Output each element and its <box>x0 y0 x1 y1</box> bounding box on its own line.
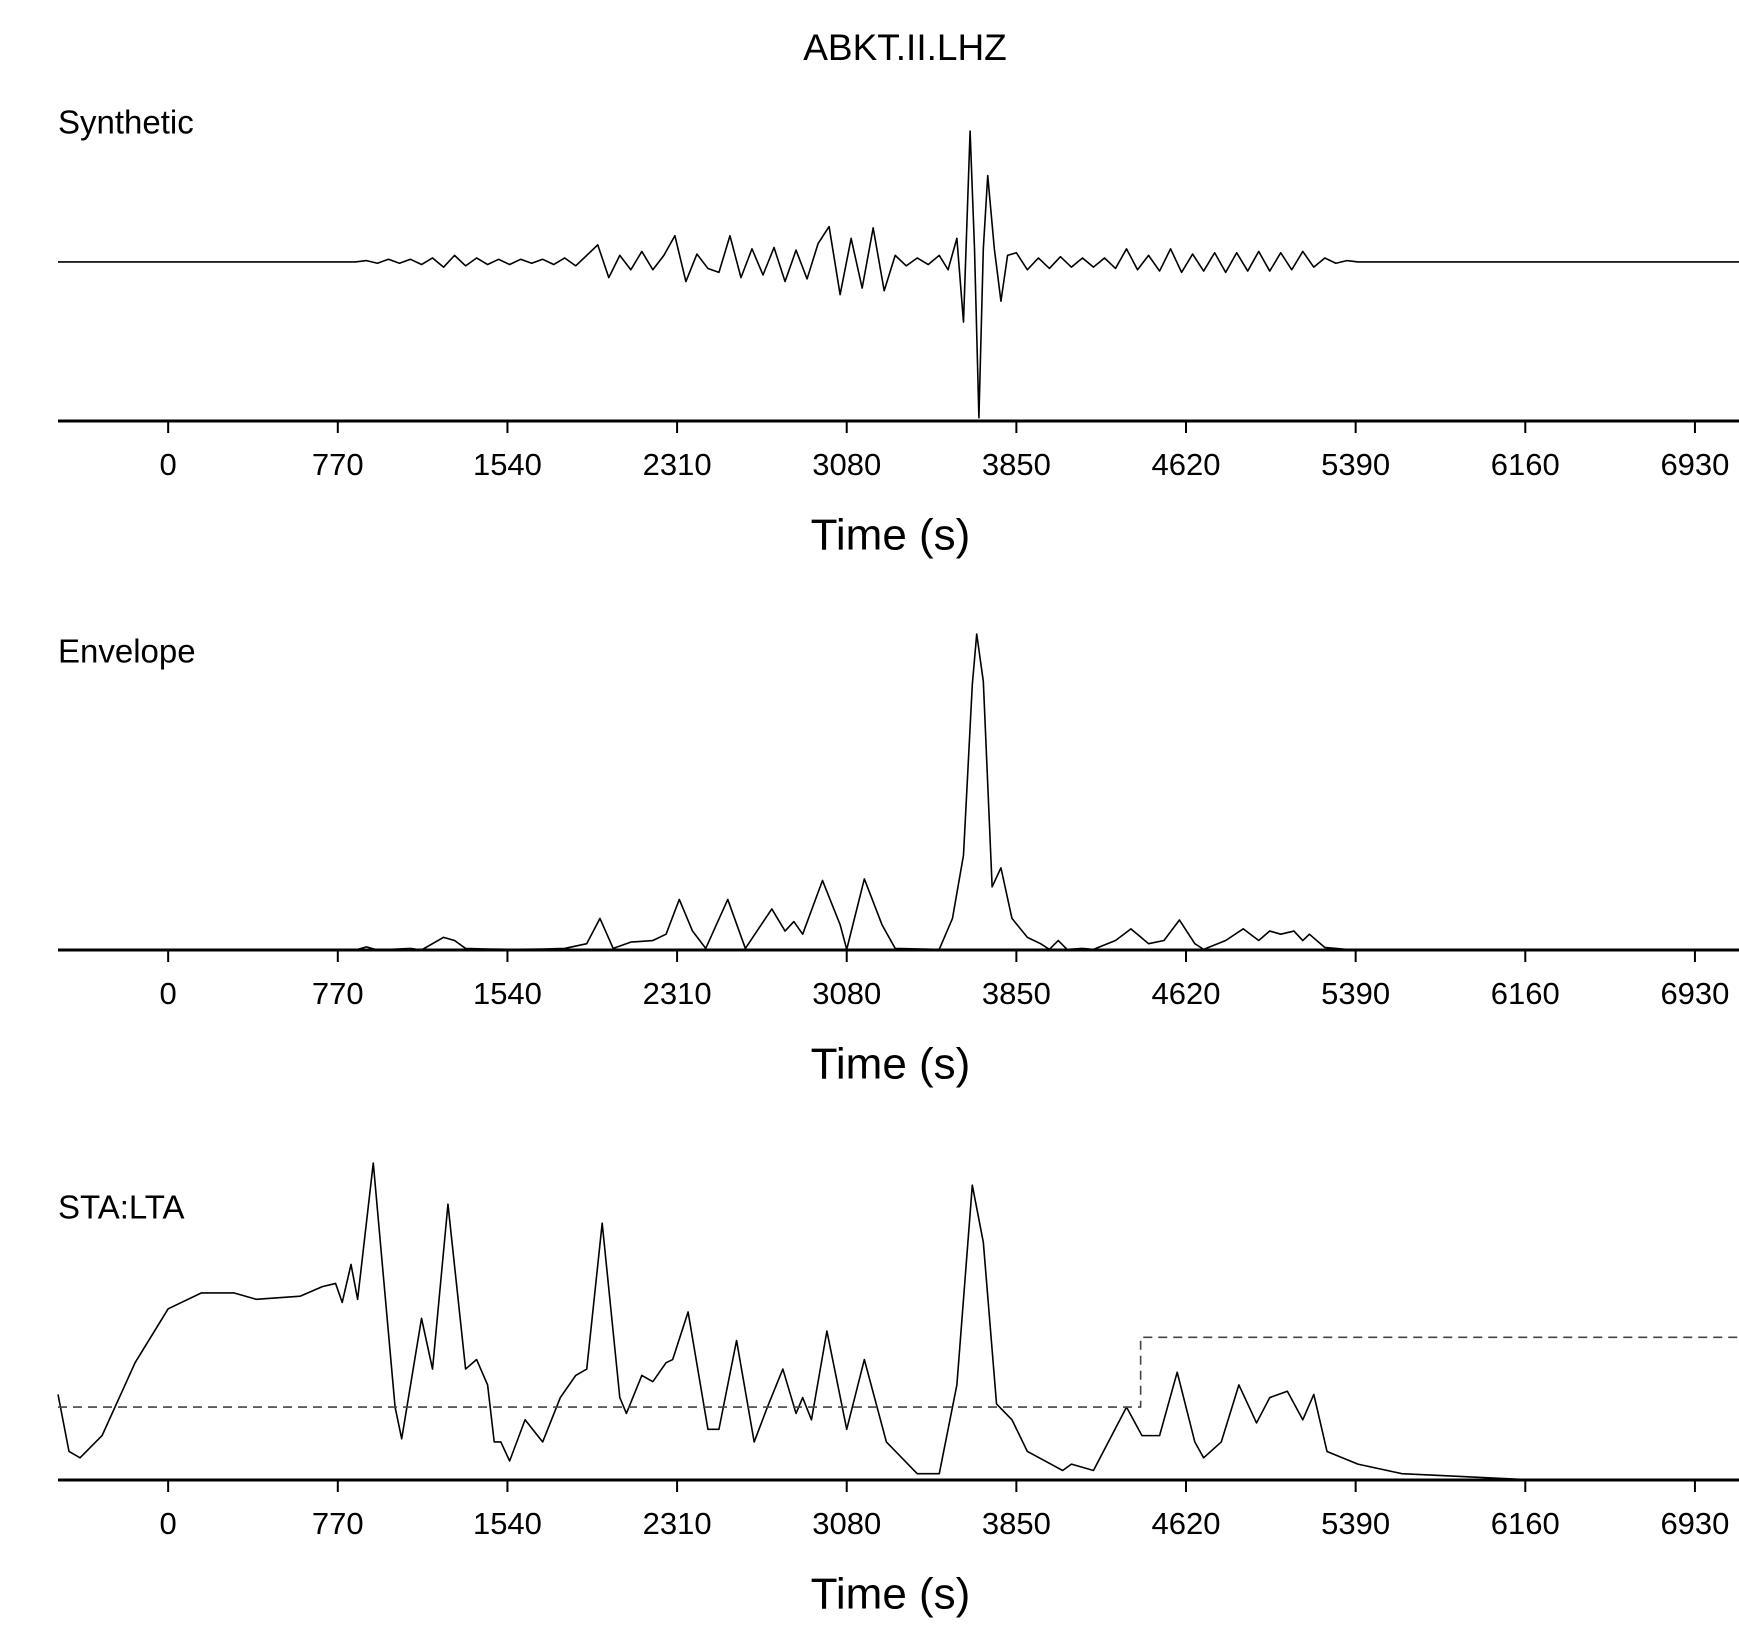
x-tick-label: 3850 <box>982 1506 1051 1541</box>
x-tick-label: 6160 <box>1491 1506 1560 1541</box>
x-tick-label: 2310 <box>643 447 712 482</box>
x-tick-label: 6160 <box>1491 447 1560 482</box>
x-axis-label: Time (s) <box>811 1040 971 1089</box>
x-tick-label: 3850 <box>982 447 1051 482</box>
x-axis-label: Time (s) <box>811 511 971 560</box>
panel-label: Synthetic <box>58 104 194 141</box>
x-tick-label: 3080 <box>812 976 881 1011</box>
panel-label: Envelope <box>58 633 196 670</box>
panel-label: STA:LTA <box>58 1189 185 1226</box>
x-tick-label: 3850 <box>982 976 1051 1011</box>
x-tick-label: 770 <box>312 447 364 482</box>
x-tick-label: 6930 <box>1660 1506 1729 1541</box>
x-tick-label: 0 <box>160 1506 177 1541</box>
x-tick-label: 3080 <box>812 447 881 482</box>
x-tick-label: 4620 <box>1152 1506 1221 1541</box>
x-tick-label: 770 <box>312 1506 364 1541</box>
x-tick-label: 4620 <box>1152 447 1221 482</box>
series-line <box>58 1336 1739 1408</box>
x-axis-label: Time (s) <box>811 1570 971 1619</box>
x-tick-label: 0 <box>160 447 177 482</box>
series-line <box>58 130 1739 419</box>
x-tick-label: 2310 <box>643 976 712 1011</box>
x-tick-label: 3080 <box>812 1506 881 1541</box>
x-tick-label: 5390 <box>1321 1506 1390 1541</box>
x-tick-label: 1540 <box>473 447 542 482</box>
series-line <box>58 633 1739 951</box>
x-tick-label: 4620 <box>1152 976 1221 1011</box>
x-tick-label: 0 <box>160 976 177 1011</box>
x-tick-label: 6930 <box>1660 447 1729 482</box>
x-tick-label: 770 <box>312 976 364 1011</box>
x-tick-label: 6930 <box>1660 976 1729 1011</box>
x-tick-label: 6160 <box>1491 976 1560 1011</box>
x-tick-label: 1540 <box>473 1506 542 1541</box>
x-tick-label: 1540 <box>473 976 542 1011</box>
figure-title: ABKT.II.LHZ <box>803 27 1007 68</box>
x-tick-label: 2310 <box>643 1506 712 1541</box>
x-tick-label: 5390 <box>1321 976 1390 1011</box>
x-tick-label: 5390 <box>1321 447 1390 482</box>
series-line <box>57 1162 1739 1481</box>
